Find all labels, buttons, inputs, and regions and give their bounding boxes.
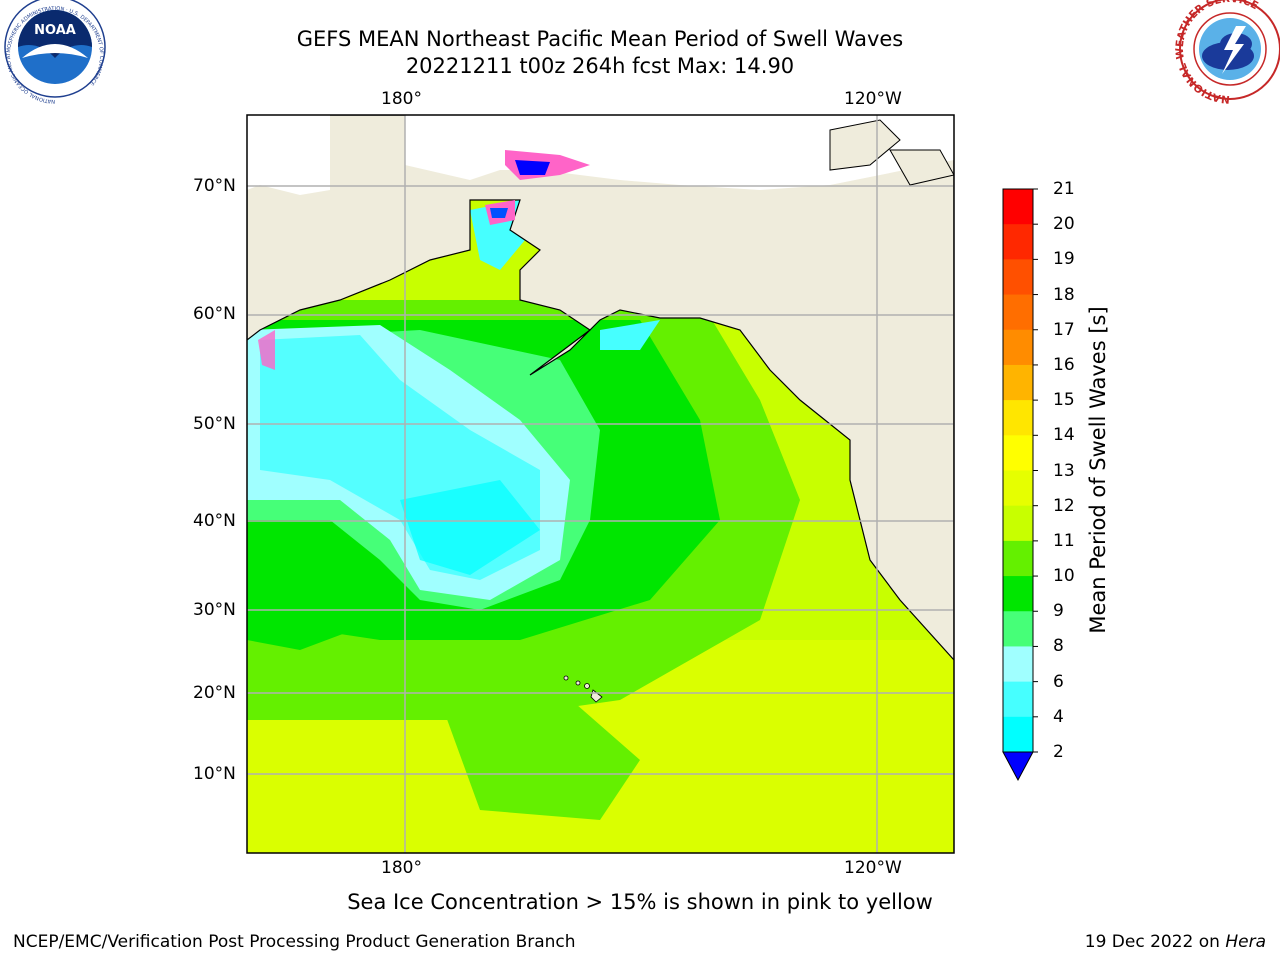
colorbar-segment bbox=[1003, 224, 1033, 260]
lat-label-50n: 50°N bbox=[193, 414, 236, 434]
bottom-lon-label-180: 180° bbox=[381, 858, 422, 878]
nws-logo: NATIONAL WEATHER SERVICE bbox=[1174, 0, 1280, 105]
colorbar-tick-label: 17 bbox=[1053, 319, 1075, 340]
top-lon-label-120w: 120°W bbox=[844, 89, 902, 109]
colorbar-tick-label: 2 bbox=[1053, 742, 1064, 762]
footer-credit: NCEP/EMC/Verification Post Processing Pr… bbox=[13, 932, 576, 952]
colorbar-tick-label: 15 bbox=[1053, 390, 1075, 411]
colorbar-tick-label: 12 bbox=[1053, 495, 1075, 516]
colorbar-tick-label: 11 bbox=[1053, 530, 1075, 551]
colorbar-segment bbox=[1003, 576, 1033, 612]
colorbar-tick-label: 20 bbox=[1053, 214, 1075, 235]
colorbar-segment bbox=[1003, 189, 1033, 225]
chart-title: GEFS MEAN Northeast Pacific Mean Period … bbox=[296, 27, 904, 51]
colorbar-segment bbox=[1003, 294, 1033, 331]
colorbar bbox=[1002, 188, 1038, 782]
colorbar-segment bbox=[1003, 505, 1033, 542]
colorbar-tick-label: 9 bbox=[1053, 601, 1064, 622]
colorbar-tick-label: 4 bbox=[1053, 706, 1064, 727]
colorbar-tick-label: 18 bbox=[1053, 284, 1075, 305]
colorbar-tick-label: 14 bbox=[1053, 425, 1075, 446]
colorbar-tick-label: 10 bbox=[1053, 566, 1075, 587]
graticule bbox=[247, 115, 954, 853]
colorbar-tick-label: 16 bbox=[1053, 354, 1075, 375]
colorbar-tick-label: 13 bbox=[1053, 460, 1075, 481]
map-area bbox=[247, 115, 954, 853]
lat-label-10n: 10°N bbox=[193, 764, 236, 784]
colorbar-tick-label: 21 bbox=[1053, 179, 1075, 199]
colorbar-segment bbox=[1003, 646, 1033, 683]
colorbar-segment bbox=[1003, 470, 1033, 507]
colorbar-segment bbox=[1003, 400, 1033, 436]
colorbar-segment bbox=[1003, 716, 1033, 753]
colorbar-tick-label: 8 bbox=[1053, 636, 1064, 657]
noaa-logo: NOAA NATIONAL OCEANIC AND ATMOSPHERIC AD… bbox=[4, 0, 106, 104]
colorbar-segment bbox=[1003, 329, 1033, 366]
lat-label-20n: 20°N bbox=[193, 683, 236, 703]
colorbar-segment bbox=[1003, 681, 1033, 718]
footer-host: Hera bbox=[1225, 932, 1266, 952]
colorbar-segment bbox=[1003, 364, 1033, 401]
colorbar-tick-label: 19 bbox=[1053, 249, 1075, 270]
footer-date-text: 19 Dec 2022 on bbox=[1084, 932, 1226, 952]
map-frame bbox=[246, 114, 955, 854]
bottom-lon-label-120w: 120°W bbox=[844, 858, 902, 878]
colorbar-segment bbox=[1003, 435, 1033, 471]
colorbar-segment bbox=[1003, 611, 1033, 647]
top-lon-label-180: 180° bbox=[381, 89, 422, 109]
chart-subtitle: 20221211 t00z 264h fcst Max: 14.90 bbox=[405, 54, 795, 78]
colorbar-title: Mean Period of Swell Waves [s] bbox=[1086, 306, 1110, 634]
noaa-logo-text: NOAA bbox=[34, 23, 76, 38]
lat-label-60n: 60°N bbox=[193, 304, 236, 324]
lat-label-70n: 70°N bbox=[193, 176, 236, 196]
lat-label-30n: 30°N bbox=[193, 600, 236, 620]
colorbar-extend-arrow bbox=[1002, 751, 1034, 782]
sea-ice-caption: Sea Ice Concentration > 15% is shown in … bbox=[347, 890, 933, 914]
lat-label-40n: 40°N bbox=[193, 511, 236, 531]
colorbar-tick-label: 6 bbox=[1053, 671, 1064, 692]
footer-date: 19 Dec 2022 on Hera bbox=[1085, 932, 1266, 952]
colorbar-segment bbox=[1003, 259, 1033, 296]
colorbar-segment bbox=[1003, 540, 1033, 577]
